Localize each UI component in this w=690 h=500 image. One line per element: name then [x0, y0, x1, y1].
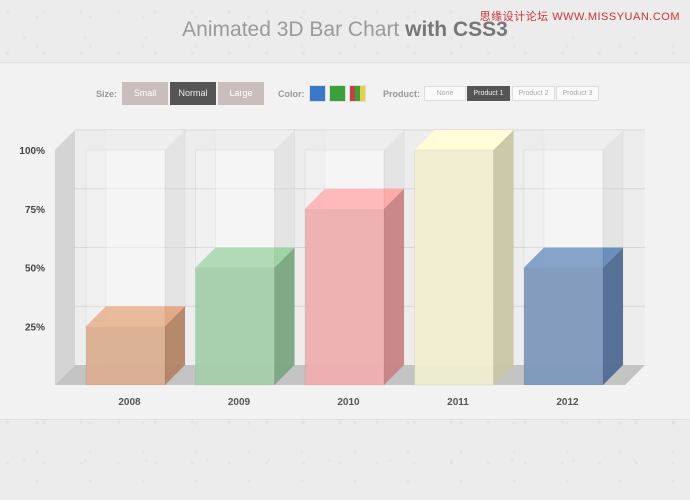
bar-glass-front	[195, 149, 275, 386]
bar-glass-top	[86, 130, 185, 150]
product-2-button[interactable]: Product 2	[512, 86, 555, 101]
bar-side	[493, 130, 514, 385]
bar	[86, 326, 165, 385]
title-light: Animated 3D Bar Chart	[182, 18, 400, 41]
size-small-button[interactable]: Small	[122, 82, 168, 105]
bar-glass-front	[85, 149, 166, 386]
bar-top	[195, 247, 295, 268]
y-tick-label: 100%	[19, 146, 45, 157]
chart-left-wall	[55, 130, 75, 385]
size-label: Size:	[96, 89, 118, 99]
bar-glass-front	[523, 149, 604, 386]
x-tick-label: 2008	[118, 397, 141, 408]
bar-side	[274, 247, 295, 385]
y-tick-label: 50%	[25, 264, 45, 275]
x-tick-label: 2012	[556, 397, 579, 408]
bar	[524, 267, 603, 385]
bar-glass-front	[414, 149, 494, 386]
bar-side	[165, 306, 185, 385]
bar-glass-top	[195, 130, 295, 150]
bar-top	[524, 247, 623, 268]
product-label: Product:	[383, 89, 420, 99]
title-bold: with CSS3	[405, 18, 508, 41]
bar-glass-top	[524, 130, 623, 150]
bar-glass-top	[305, 130, 404, 150]
bar-chart: 100% 75% 50% 25% 2008 2009 2010 2011 2012	[19, 129, 645, 408]
bar-side	[603, 247, 623, 385]
controls-bar: Size: Small Normal Large Color: Product:…	[0, 82, 690, 106]
x-tick-label: 2010	[337, 397, 360, 408]
bar	[305, 208, 384, 385]
bar	[414, 150, 494, 385]
size-normal-button[interactable]: Normal	[170, 82, 216, 105]
bar-top	[414, 130, 514, 150]
bar-top	[305, 188, 404, 209]
bar-glass-front	[304, 149, 385, 386]
color-multi-swatch[interactable]	[349, 85, 366, 102]
size-large-button[interactable]: Large	[218, 82, 264, 105]
color-green-swatch[interactable]	[329, 85, 346, 102]
color-label: Color:	[278, 89, 305, 99]
product-1-button[interactable]: Product 1	[467, 86, 510, 101]
page-title: Animated 3D Bar Chart with CSS3	[0, 18, 690, 42]
y-tick-label: 25%	[25, 322, 45, 333]
y-tick-label: 75%	[25, 205, 45, 216]
bar-top	[86, 306, 185, 327]
product-none-button[interactable]: None	[424, 86, 466, 101]
x-tick-label: 2009	[228, 397, 251, 408]
watermark: 思缘设计论坛 WWW.MISSYUAN.COM	[479, 11, 680, 23]
x-tick-label: 2011	[447, 397, 469, 408]
color-blue-swatch[interactable]	[309, 85, 326, 102]
bar	[195, 267, 275, 385]
bar-side	[384, 188, 404, 385]
product-3-button[interactable]: Product 3	[556, 86, 599, 101]
